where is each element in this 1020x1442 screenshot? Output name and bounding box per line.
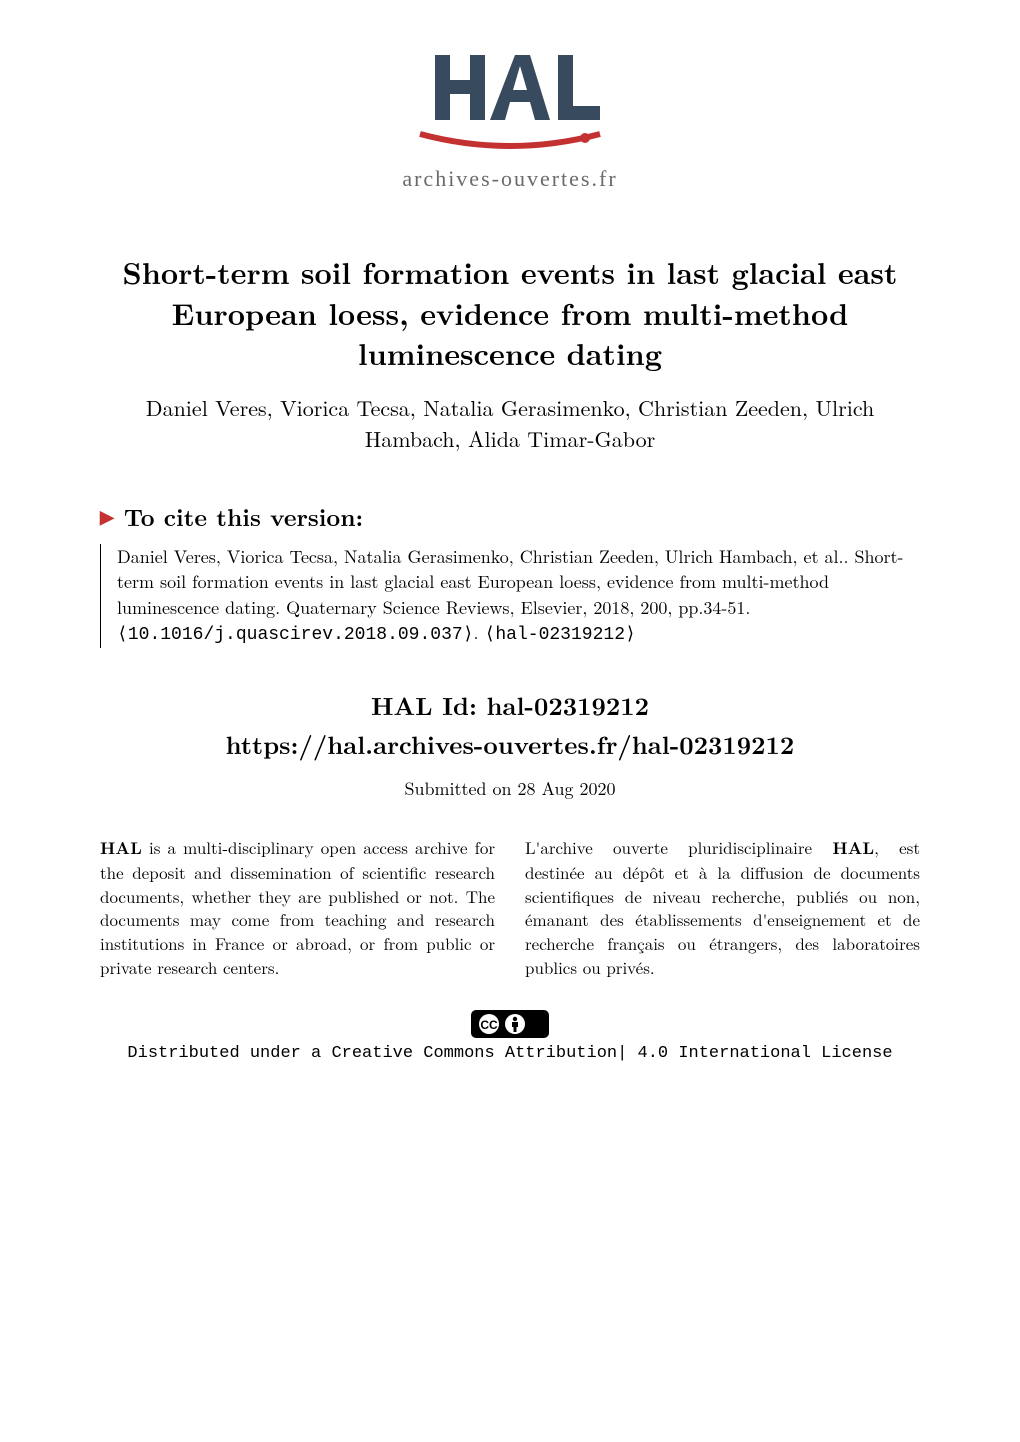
cite-text-post: . <box>474 620 485 645</box>
description-right-text: L'archive ouverte pluridisciplinaire HAL… <box>525 835 920 979</box>
logo-caption: archives-ouvertes.fr <box>100 166 920 192</box>
cite-halid-inline: ⟨hal-02319212⟩ <box>485 625 636 645</box>
triangle-icon: ▶ <box>100 508 114 526</box>
description-left-text: is a multi-disciplinary open access arch… <box>100 835 495 979</box>
cite-text-pre: Daniel Veres, Viorica Tecsa, Natalia Ger… <box>117 544 904 619</box>
cite-heading: ▶ To cite this version: <box>100 500 920 534</box>
svg-text:CC: CC <box>480 1018 498 1032</box>
hal-id-line: HAL Id: hal-02319212 <box>100 688 920 723</box>
license-link[interactable]: Attribution| 4.0 International License <box>505 1044 893 1063</box>
hal-logo-block: archives-ouvertes.fr <box>100 50 920 192</box>
hal-id-block: HAL Id: hal-02319212 https://hal.archive… <box>100 688 920 801</box>
submitted-date: Submitted on 28 Aug 2020 <box>100 776 920 801</box>
paper-title: Short-term soil formation events in last… <box>120 252 900 374</box>
hal-bold-fr: HAL <box>832 836 874 860</box>
description-columns: HAL is a multi-disciplinary open access … <box>100 836 920 980</box>
hal-bold-en: HAL <box>100 836 142 860</box>
cite-block: ▶ To cite this version: Daniel Veres, Vi… <box>100 500 920 648</box>
cite-body: Daniel Veres, Viorica Tecsa, Natalia Ger… <box>100 544 920 648</box>
license-block: CC Distributed under a Creative Commons … <box>100 1010 920 1063</box>
hal-logo <box>410 50 610 160</box>
paper-authors: Daniel Veres, Viorica Tecsa, Natalia Ger… <box>100 392 920 456</box>
hal-cover-page: archives-ouvertes.fr Short-term soil for… <box>0 0 1020 1103</box>
cite-heading-text: To cite this version: <box>124 500 363 534</box>
hal-url[interactable]: https://hal.archives-ouvertes.fr/hal-023… <box>100 727 920 762</box>
cc-by-badge: CC <box>471 1010 549 1038</box>
license-text: Distributed under a Creative Commons Att… <box>100 1044 920 1063</box>
license-pre: Distributed under a Creative Commons <box>127 1044 504 1063</box>
description-right: L'archive ouverte pluridisciplinaire HAL… <box>525 836 920 980</box>
cite-doi: ⟨10.1016/j.quascirev.2018.09.037⟩ <box>117 625 474 645</box>
description-left: HAL is a multi-disciplinary open access … <box>100 836 495 980</box>
